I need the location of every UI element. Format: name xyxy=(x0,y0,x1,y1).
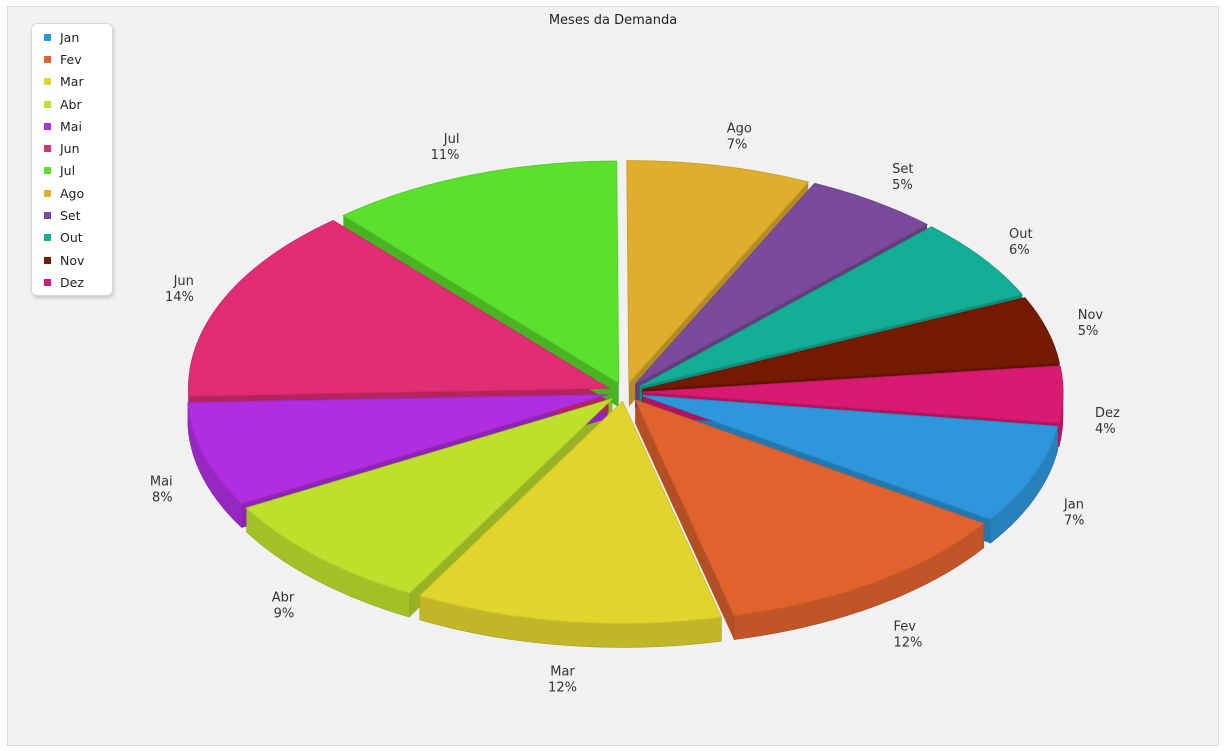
slice-fev[interactable] xyxy=(634,398,985,617)
legend-label: Fev xyxy=(60,51,82,67)
chart-title: Meses da Demanda xyxy=(548,13,678,28)
slice-label-dez: Dez xyxy=(1095,406,1120,421)
legend-label: Dez xyxy=(60,274,84,290)
legend-swatch xyxy=(44,256,51,264)
legend-item-out[interactable]: Out xyxy=(44,227,112,249)
slice-percent-ago: 7% xyxy=(727,137,748,152)
slice-label-mar: Mar xyxy=(550,665,575,680)
slice-label-jan: Jan xyxy=(1063,497,1084,512)
slice-percent-mai: 8% xyxy=(152,491,173,506)
legend-swatch xyxy=(44,55,51,63)
legend-swatch xyxy=(44,100,51,108)
legend-item-dez[interactable]: Dez xyxy=(44,271,112,293)
legend-swatch xyxy=(44,145,51,153)
legend-item-nov[interactable]: Nov xyxy=(44,249,112,271)
slice-label-mai: Mai xyxy=(150,475,173,490)
pie-top-layer xyxy=(187,160,1064,624)
slice-dez[interactable] xyxy=(642,365,1064,424)
legend-swatch xyxy=(44,122,51,130)
slice-jul[interactable] xyxy=(342,160,620,384)
legend-swatch xyxy=(44,212,51,220)
slice-label-ago: Ago xyxy=(727,121,752,136)
legend-label: Abr xyxy=(60,96,82,112)
legend-item-jan[interactable]: Jan xyxy=(44,26,112,48)
slice-percent-abr: 9% xyxy=(274,607,295,622)
slice-label-jul: Jul xyxy=(443,132,460,147)
slice-percent-fev: 12% xyxy=(894,636,923,651)
slice-percent-mar: 12% xyxy=(548,681,577,696)
legend-item-mai[interactable]: Mai xyxy=(44,115,112,137)
legend-label: Mar xyxy=(60,74,84,90)
slice-percent-jul: 11% xyxy=(431,148,460,163)
slice-out[interactable] xyxy=(639,226,1024,387)
legend-swatch xyxy=(44,33,51,41)
slice-jun[interactable] xyxy=(187,219,611,397)
slice-mai[interactable] xyxy=(187,394,608,505)
slice-percent-dez: 4% xyxy=(1095,422,1116,437)
slice-percent-nov: 5% xyxy=(1078,324,1099,339)
slice-label-jun: Jun xyxy=(173,274,194,289)
slice-label-abr: Abr xyxy=(272,591,295,606)
legend-label: Set xyxy=(60,208,81,224)
legend-swatch xyxy=(44,189,51,197)
legend-item-set[interactable]: Set xyxy=(44,204,112,226)
slice-label-set: Set xyxy=(892,162,913,177)
legend-label: Jul xyxy=(60,163,76,179)
legend-swatch xyxy=(44,167,51,175)
legend-label: Nov xyxy=(60,252,85,268)
legend-item-mar[interactable]: Mar xyxy=(44,71,112,93)
slice-label-nov: Nov xyxy=(1078,308,1104,323)
slice-mar[interactable] xyxy=(418,400,723,624)
slice-abr[interactable] xyxy=(245,398,613,594)
legend-item-abr[interactable]: Abr xyxy=(44,93,112,115)
slice-nov[interactable] xyxy=(642,297,1061,390)
legend-swatch xyxy=(44,78,51,86)
slice-label-out: Out xyxy=(1009,227,1033,242)
slice-percent-jun: 14% xyxy=(165,290,194,305)
slice-label-fev: Fev xyxy=(894,620,917,635)
slice-wall-fev-1 xyxy=(635,399,735,640)
legend-item-jun[interactable]: Jun xyxy=(44,137,112,159)
slice-percent-jan: 7% xyxy=(1064,513,1085,528)
legend-item-jul[interactable]: Jul xyxy=(44,160,112,182)
slice-percent-set: 5% xyxy=(892,178,913,193)
legend-item-ago[interactable]: Ago xyxy=(44,182,112,204)
slice-set[interactable] xyxy=(634,182,929,385)
legend-label: Ago xyxy=(60,185,85,201)
legend-label: Out xyxy=(60,230,83,246)
slice-jan[interactable] xyxy=(641,394,1059,520)
legend-swatch xyxy=(44,278,51,286)
legend-label: Jun xyxy=(60,141,80,157)
pie-labels: Jan7%Fev12%Mar12%Abr9%Mai8%Jun14%Jul11%A… xyxy=(150,121,1120,695)
legend-label: Jan xyxy=(60,29,80,45)
slice-percent-out: 6% xyxy=(1009,243,1030,258)
slice-ago[interactable] xyxy=(626,160,810,384)
legend: Jan Fev Mar Abr Mai Jun Jul Ago Set Out Nov Dez xyxy=(31,23,113,296)
legend-label: Mai xyxy=(60,118,82,134)
legend-swatch xyxy=(44,234,51,242)
legend-item-fev[interactable]: Fev xyxy=(44,48,112,70)
